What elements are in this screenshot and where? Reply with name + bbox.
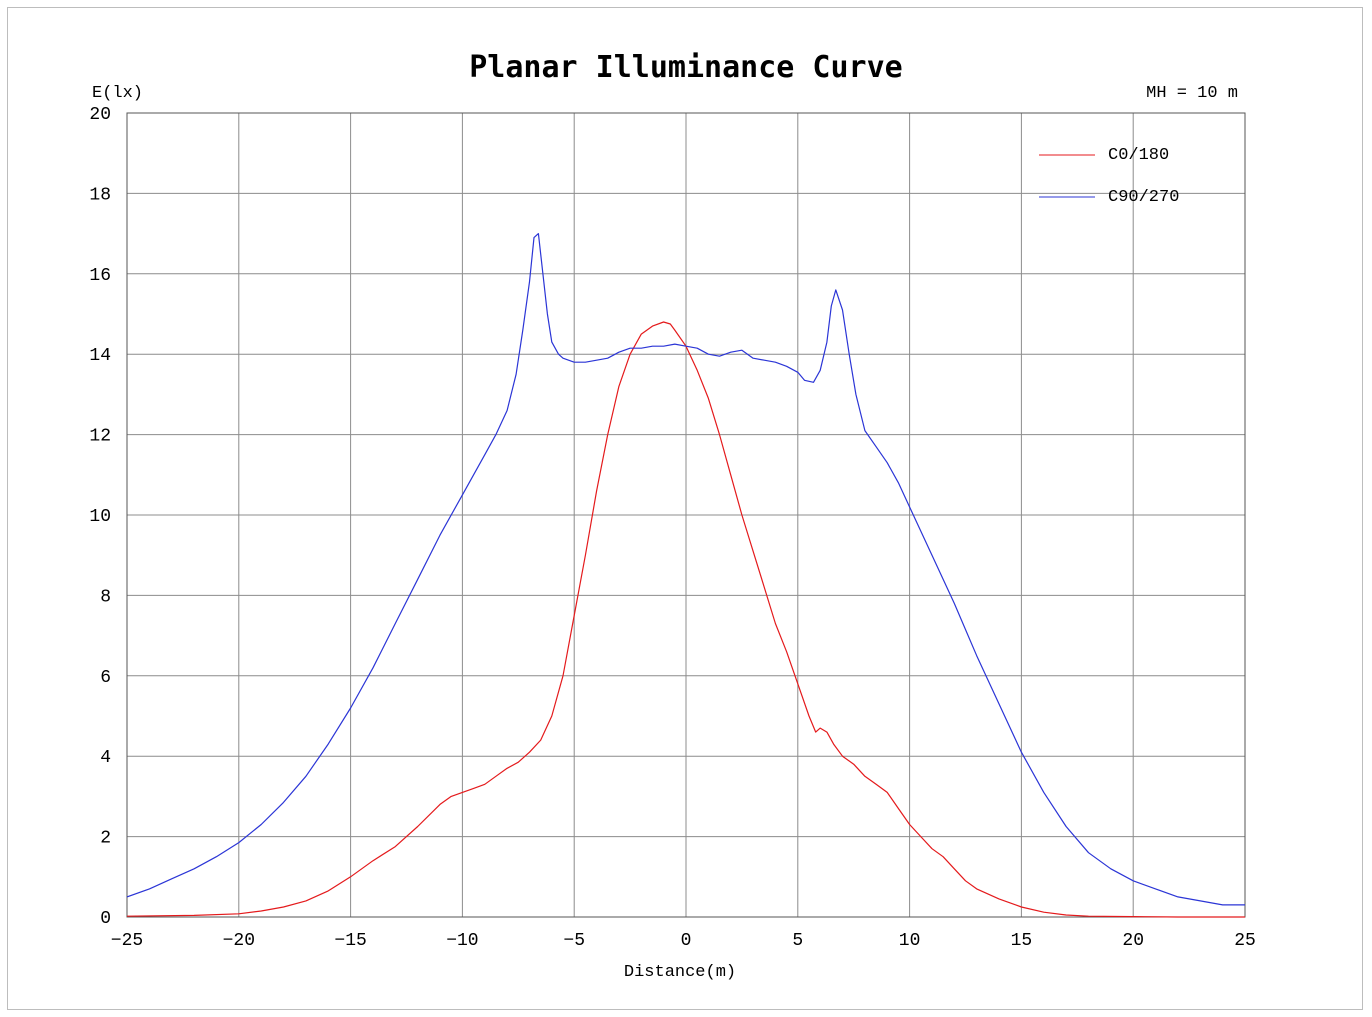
x-tick-label: 10	[899, 931, 921, 951]
plot-border	[126, 112, 1246, 918]
y-tick-label: 10	[89, 507, 111, 527]
x-tick-label: 20	[1122, 931, 1144, 951]
legend: C0/180 C90/270	[1039, 146, 1179, 207]
y-tick-label: 14	[89, 346, 111, 366]
x-tick-label: −5	[563, 931, 585, 951]
x-tick-label: 0	[681, 931, 692, 951]
x-tick-label: −20	[223, 931, 255, 951]
y-tick-label: 6	[100, 668, 111, 688]
y-tick-label: 8	[100, 587, 111, 607]
y-tick-label: 12	[89, 427, 111, 447]
series-line-C90-270	[126, 233, 1245, 906]
x-tick-label: 25	[1234, 931, 1256, 951]
legend-label: C90/270	[1108, 188, 1179, 207]
y-tick-label: 4	[100, 748, 111, 768]
chart-frame	[7, 7, 1363, 1010]
chart-title: Planar Illuminance Curve	[469, 50, 902, 85]
mounting-height-annotation: MH = 10 m	[1146, 84, 1238, 103]
y-tick-label: 16	[89, 266, 111, 286]
y-tick-label: 0	[100, 909, 111, 929]
y-tick-label: 2	[100, 829, 111, 849]
y-axis-label: E(lx)	[92, 84, 143, 103]
x-axis-label: Distance(m)	[624, 963, 736, 982]
series-lines	[126, 233, 1245, 918]
y-tick-label: 20	[89, 105, 111, 125]
y-tick-label: 18	[89, 185, 111, 205]
x-tick-label: −10	[446, 931, 478, 951]
x-tick-label: −25	[111, 931, 143, 951]
tick-labels: −25 −20 −15 −10 −5 0 5 10 15 20 25 0 2 4 6 8 10 12 14 16 18 2…	[89, 105, 1255, 951]
series-line-C0-180	[126, 321, 1245, 918]
x-tick-label: 15	[1011, 931, 1033, 951]
grid	[126, 112, 1246, 918]
x-tick-label: 5	[792, 931, 803, 951]
legend-label: C0/180	[1108, 146, 1169, 165]
x-tick-label: −15	[334, 931, 366, 951]
